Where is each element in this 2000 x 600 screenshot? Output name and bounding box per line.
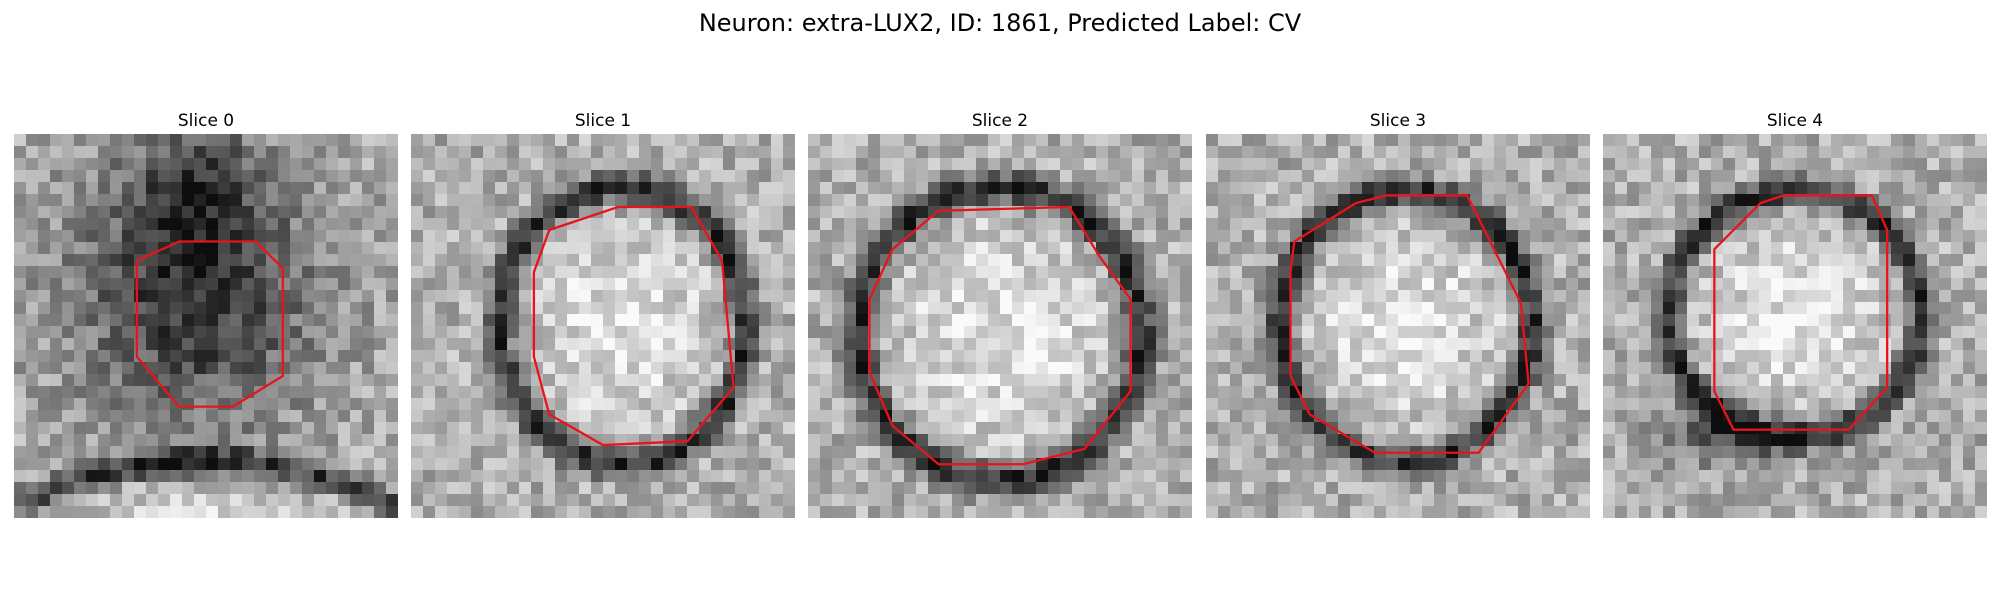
micrograph-pixels	[1603, 134, 1987, 518]
slice-panel-4: Slice 4	[1603, 108, 1987, 518]
slice-title: Slice 1	[574, 111, 632, 131]
slice-panel-0: Slice 0	[14, 108, 398, 518]
slice-image	[1206, 134, 1590, 518]
slice-image	[808, 134, 1192, 518]
slice-image	[411, 134, 795, 518]
segmentation-contour	[1714, 195, 1887, 429]
figure-title: Neuron: extra-LUX2, ID: 1861, Predicted …	[698, 9, 1302, 37]
segmentation-contour	[137, 242, 283, 407]
micrograph-pixels	[1206, 134, 1590, 518]
slice-panel-1: Slice 1	[411, 108, 795, 518]
segmentation-contour	[534, 207, 734, 445]
slice-title: Slice 4	[1766, 111, 1824, 131]
segmentation-contour	[869, 207, 1130, 464]
slice-panel-2: Slice 2	[808, 108, 1192, 518]
slice-title: Slice 3	[1369, 111, 1427, 131]
micrograph-pixels	[14, 134, 398, 518]
slice-panel-3: Slice 3	[1206, 108, 1590, 518]
micrograph-pixels	[808, 134, 1192, 518]
segmentation-contour	[1290, 195, 1528, 452]
slice-image	[14, 134, 398, 518]
slice-title: Slice 2	[971, 111, 1029, 131]
micrograph-pixels	[411, 134, 795, 518]
slice-image	[1603, 134, 1987, 518]
slice-title: Slice 0	[177, 111, 235, 131]
